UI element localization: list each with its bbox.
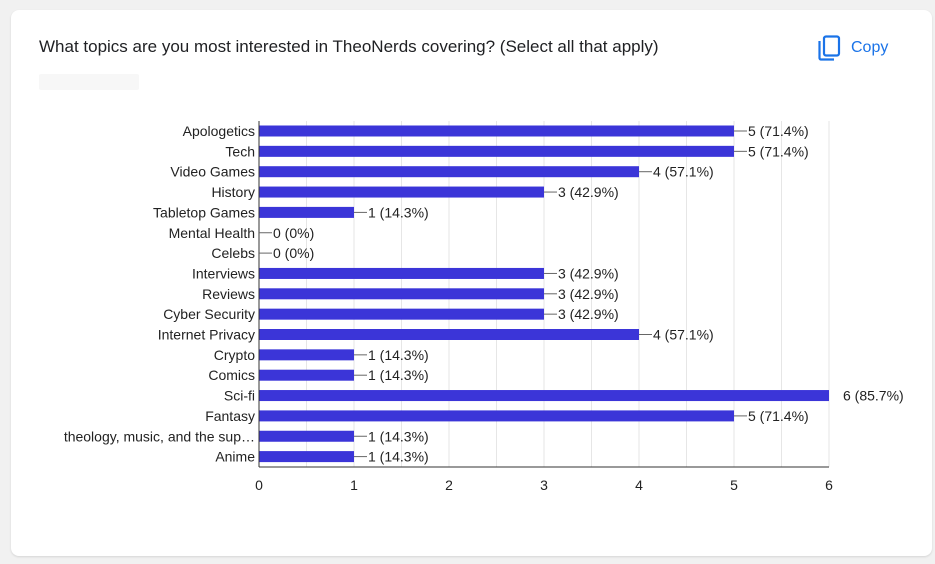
category-label: Crypto — [214, 347, 255, 363]
value-label: 1 (14.3%) — [368, 204, 429, 220]
value-label: 4 (57.1%) — [653, 327, 714, 343]
category-label: Tabletop Games — [153, 204, 255, 220]
bar[interactable] — [259, 410, 734, 422]
bar[interactable] — [259, 125, 734, 137]
x-tick-label: 4 — [635, 477, 643, 493]
category-label: History — [211, 184, 255, 200]
category-label: Mental Health — [169, 225, 255, 241]
copy-label: Copy — [851, 39, 889, 56]
bar[interactable] — [259, 288, 544, 300]
value-label: 1 (14.3%) — [368, 347, 429, 363]
x-tick-label: 6 — [825, 477, 833, 493]
category-label: Fantasy — [205, 408, 255, 424]
bar[interactable] — [259, 186, 544, 198]
bar[interactable] — [259, 349, 354, 361]
value-label: 3 (42.9%) — [558, 286, 619, 302]
category-label: Tech — [225, 143, 255, 159]
category-label: Apologetics — [183, 123, 255, 139]
bar[interactable] — [259, 206, 354, 218]
question-title: What topics are you most interested in T… — [39, 37, 659, 56]
value-label: 1 (14.3%) — [368, 428, 429, 444]
category-label: Cyber Security — [163, 306, 255, 322]
x-tick-label: 3 — [540, 477, 548, 493]
category-label: Comics — [208, 367, 255, 383]
value-label: 5 (71.4%) — [748, 408, 809, 424]
value-label: 6 (85.7%) — [843, 388, 904, 404]
value-label: 1 (14.3%) — [368, 367, 429, 383]
value-label: 3 (42.9%) — [558, 306, 619, 322]
bar[interactable] — [259, 166, 639, 178]
category-label: Reviews — [202, 286, 255, 302]
x-tick-label: 5 — [730, 477, 738, 493]
value-label: 5 (71.4%) — [748, 123, 809, 139]
question-card: What topics are you most interested in T… — [11, 10, 932, 556]
bar[interactable] — [259, 308, 544, 320]
bar[interactable] — [259, 430, 354, 442]
bar[interactable] — [259, 390, 829, 402]
x-tick-label: 0 — [255, 477, 263, 493]
x-tick-label: 2 — [445, 477, 453, 493]
category-label: Internet Privacy — [158, 327, 255, 343]
value-label: 0 (0%) — [273, 245, 314, 261]
bar[interactable] — [259, 267, 544, 279]
value-label: 5 (71.4%) — [748, 143, 809, 159]
value-label: 4 (57.1%) — [653, 164, 714, 180]
bar[interactable] — [259, 451, 354, 463]
category-label: Sci-fi — [224, 388, 255, 404]
bar[interactable] — [259, 145, 734, 157]
x-tick-label: 1 — [350, 477, 358, 493]
category-label: Interviews — [192, 265, 255, 281]
category-label: theology, music, and the sup… — [64, 428, 255, 444]
category-label: Celebs — [211, 245, 255, 261]
copy-button[interactable]: Copy — [817, 32, 888, 64]
value-label: 0 (0%) — [273, 225, 314, 241]
value-label: 3 (42.9%) — [558, 184, 619, 200]
chart-bars — [259, 125, 829, 463]
chart-labels: 0 1 2 3 4 5 6 Apologetics 5 (71.4%) Tech 5 (71.4%)… — [64, 123, 904, 493]
value-label: 3 (42.9%) — [558, 265, 619, 281]
response-count-placeholder — [39, 74, 139, 90]
bar[interactable] — [259, 369, 354, 381]
category-label: Anime — [215, 449, 255, 465]
value-label: 1 (14.3%) — [368, 449, 429, 465]
copy-icon — [817, 35, 841, 61]
chart-axes — [258, 121, 829, 468]
bar[interactable] — [259, 329, 639, 340]
category-label: Video Games — [170, 164, 255, 180]
